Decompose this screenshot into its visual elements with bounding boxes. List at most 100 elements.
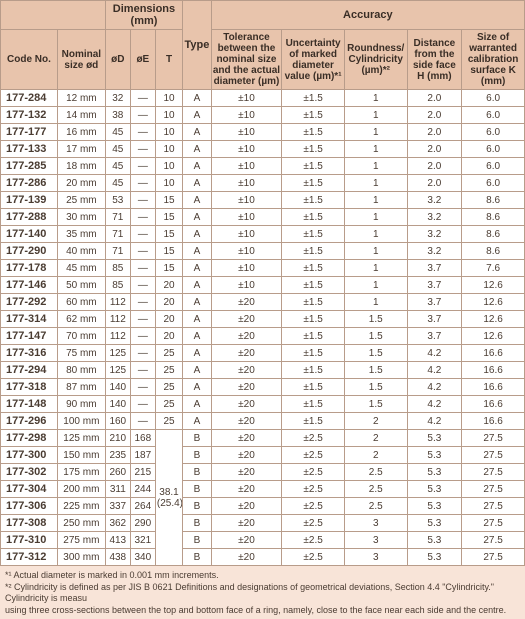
cell-type: A [183, 107, 211, 124]
cell-tolerance: ±20 [211, 430, 282, 447]
cell-oD: 160 [105, 413, 130, 430]
cell-nominal: 150 mm [57, 447, 105, 464]
cell-oD: 71 [105, 243, 130, 260]
cell-distance: 5.3 [407, 430, 462, 447]
cell-code: 177-296 [1, 413, 58, 430]
table-row: 177-13214 mm38—10A±10±1.512.06.0 [1, 107, 525, 124]
cell-uncertainty: ±1.5 [282, 124, 345, 141]
cell-distance: 2.0 [407, 175, 462, 192]
cell-code: 177-133 [1, 141, 58, 158]
cell-type: A [183, 294, 211, 311]
cell-oD: 71 [105, 209, 130, 226]
cell-tolerance: ±10 [211, 107, 282, 124]
cell-tolerance: ±20 [211, 294, 282, 311]
cell-distance: 5.3 [407, 464, 462, 481]
cell-uncertainty: ±2.5 [282, 481, 345, 498]
cell-oD: 140 [105, 379, 130, 396]
cell-tolerance: ±20 [211, 481, 282, 498]
cell-surface-k: 12.6 [462, 294, 525, 311]
cell-code: 177-148 [1, 396, 58, 413]
cell-nominal: 45 mm [57, 260, 105, 277]
cell-tolerance: ±20 [211, 447, 282, 464]
cell-uncertainty: ±1.5 [282, 328, 345, 345]
cell-surface-k: 8.6 [462, 226, 525, 243]
cell-oE: 244 [130, 481, 155, 498]
table-body: 177-28412 mm32—10A±10±1.512.06.0177-1321… [1, 90, 525, 566]
cell-distance: 3.2 [407, 243, 462, 260]
cell-code: 177-132 [1, 107, 58, 124]
cell-type: A [183, 192, 211, 209]
cell-uncertainty: ±2.5 [282, 549, 345, 566]
cell-tolerance: ±10 [211, 141, 282, 158]
cell-tolerance: ±20 [211, 362, 282, 379]
table-row: 177-14035 mm71—15A±10±1.513.28.6 [1, 226, 525, 243]
cell-T-merged: 38.1(25.4) [155, 430, 182, 566]
cell-type: B [183, 515, 211, 532]
cell-oE: 321 [130, 532, 155, 549]
cell-code: 177-290 [1, 243, 58, 260]
cell-tolerance: ±10 [211, 90, 282, 107]
cell-tolerance: ±10 [211, 158, 282, 175]
cell-code: 177-306 [1, 498, 58, 515]
cell-surface-k: 6.0 [462, 141, 525, 158]
cell-roundness: 3 [344, 515, 407, 532]
cell-oD: 45 [105, 141, 130, 158]
cell-oD: 112 [105, 311, 130, 328]
header-dimensions-group: Dimensions (mm) [105, 1, 182, 30]
cell-roundness: 1 [344, 226, 407, 243]
cell-code: 177-285 [1, 158, 58, 175]
cell-roundness: 3 [344, 532, 407, 549]
cell-roundness: 1 [344, 260, 407, 277]
cell-tolerance: ±10 [211, 209, 282, 226]
cell-T: 10 [155, 175, 182, 192]
table-row: 177-296100 mm160—25A±20±1.524.216.6 [1, 413, 525, 430]
cell-nominal: 70 mm [57, 328, 105, 345]
cell-type: B [183, 498, 211, 515]
cell-oD: 85 [105, 260, 130, 277]
cell-tolerance: ±10 [211, 243, 282, 260]
table-row: 177-28620 mm45—10A±10±1.512.06.0 [1, 175, 525, 192]
footnote-3: using three cross-sections between the t… [5, 605, 520, 616]
cell-oD: 32 [105, 90, 130, 107]
cell-type: A [183, 345, 211, 362]
cell-code: 177-310 [1, 532, 58, 549]
cell-tolerance: ±20 [211, 532, 282, 549]
table-header: Dimensions (mm) Type Accuracy Code No. N… [1, 1, 525, 90]
cell-distance: 5.3 [407, 498, 462, 515]
cell-tolerance: ±10 [211, 124, 282, 141]
cell-T: 10 [155, 107, 182, 124]
cell-roundness: 1.5 [344, 362, 407, 379]
cell-type: A [183, 124, 211, 141]
cell-uncertainty: ±2.5 [282, 464, 345, 481]
cell-uncertainty: ±1.5 [282, 294, 345, 311]
cell-roundness: 1 [344, 243, 407, 260]
cell-nominal: 87 mm [57, 379, 105, 396]
cell-type: B [183, 481, 211, 498]
cell-oE: — [130, 413, 155, 430]
cell-T: 25 [155, 379, 182, 396]
cell-type: A [183, 158, 211, 175]
cell-oD: 311 [105, 481, 130, 498]
header-type: Type [183, 1, 211, 90]
cell-tolerance: ±10 [211, 260, 282, 277]
cell-T: 25 [155, 362, 182, 379]
cell-oD: 413 [105, 532, 130, 549]
cell-surface-k: 27.5 [462, 481, 525, 498]
cell-T: 20 [155, 277, 182, 294]
cell-uncertainty: ±1.5 [282, 90, 345, 107]
cell-distance: 3.2 [407, 226, 462, 243]
cell-surface-k: 12.6 [462, 277, 525, 294]
cell-code: 177-177 [1, 124, 58, 141]
table-row: 177-28518 mm45—10A±10±1.512.06.0 [1, 158, 525, 175]
header-accuracy-group: Accuracy [211, 1, 524, 30]
cell-roundness: 1.5 [344, 328, 407, 345]
cell-type: A [183, 226, 211, 243]
cell-roundness: 1 [344, 192, 407, 209]
cell-oD: 112 [105, 328, 130, 345]
cell-type: A [183, 175, 211, 192]
cell-roundness: 2.5 [344, 481, 407, 498]
cell-uncertainty: ±1.5 [282, 209, 345, 226]
cell-roundness: 1.5 [344, 396, 407, 413]
table-row: 177-31462 mm112—20A±20±1.51.53.712.6 [1, 311, 525, 328]
cell-type: A [183, 90, 211, 107]
